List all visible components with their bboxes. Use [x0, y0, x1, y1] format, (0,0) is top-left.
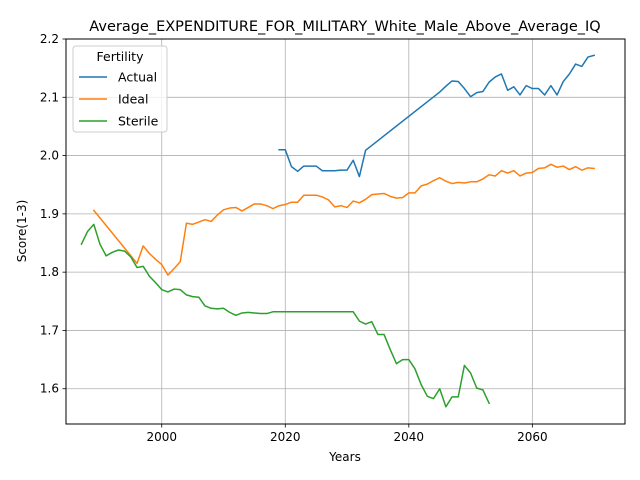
series-line-ideal [92, 163, 595, 276]
legend-box [72, 45, 168, 133]
plot-frame [65, 38, 626, 425]
legend-items: Actual Ideal Sterile [79, 70, 159, 129]
axis-ticks: 2000 2020 2040 2060 1.6 1.7 1.8 1.9 2.0 2.1 2.2 [40, 32, 548, 444]
y-tick-label: 1.6 [40, 382, 59, 396]
y-tick-label: 1.9 [40, 207, 59, 221]
y-tick-label: 2.2 [40, 32, 59, 46]
x-tick-label: 2060 [517, 430, 548, 444]
x-tick-label: 2020 [270, 430, 301, 444]
legend-title: Fertility [97, 49, 145, 64]
chart-title: Average_EXPENDITURE_FOR_MILITARY_White_M… [89, 19, 600, 35]
x-tick-label: 2040 [394, 430, 425, 444]
y-tick-label: 2.0 [40, 149, 59, 163]
y-tick-label: 2.1 [40, 90, 59, 104]
series-line-sterile [80, 223, 491, 408]
x-tick-label: 2000 [146, 430, 177, 444]
legend-label-ideal: Ideal [118, 92, 148, 107]
y-axis-title: Score(1-3) [15, 200, 29, 263]
legend-label-actual: Actual [118, 70, 157, 85]
y-tick-label: 1.8 [40, 265, 59, 279]
legend-label-sterile: Sterile [118, 114, 159, 129]
series-line-actual [278, 54, 596, 178]
x-axis-title: Years [328, 450, 361, 464]
series-group [80, 54, 596, 408]
legend: Fertility Actual Ideal Sterile [72, 45, 168, 133]
y-tick-label: 1.7 [40, 323, 59, 337]
